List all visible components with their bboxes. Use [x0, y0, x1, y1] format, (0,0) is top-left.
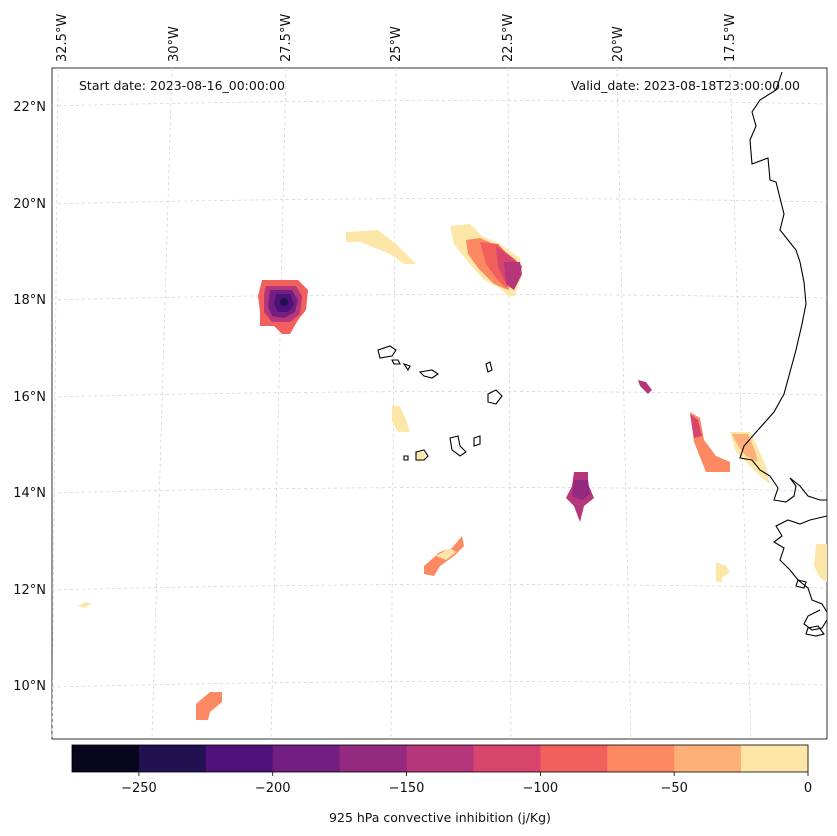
cin-patch: [572, 480, 590, 500]
colorbar: −250 −200 −150 −100 −50 0: [71, 744, 812, 796]
cape-verde-island: [449, 435, 467, 457]
graticule-lon-line: [616, 67, 632, 740]
colorbar-swatch: [406, 745, 474, 772]
lat-label: 12°N: [13, 583, 46, 598]
cape-verde-island: [402, 362, 411, 372]
colorbar-tick-label: −50: [660, 781, 687, 796]
coast-island: [795, 579, 807, 589]
cin-patch: [436, 548, 456, 560]
lat-label: 16°N: [13, 390, 46, 405]
graticule-lat-line: [51, 294, 828, 301]
graticule-lon-line: [729, 67, 752, 740]
cape-verde-island: [415, 449, 429, 461]
cin-patch: [78, 602, 92, 608]
cape-verde-island: [485, 361, 493, 373]
cape-verde-island: [473, 435, 481, 447]
graticule-lon-line: [390, 67, 397, 740]
cin-patch: [690, 412, 730, 472]
graticule-lon-line: [151, 67, 173, 740]
cape-verde-island: [418, 369, 439, 379]
colorbar-swatch: [138, 745, 207, 772]
cin-patch: [504, 262, 522, 290]
cape-verde-island: [403, 455, 409, 461]
colorbar-swatch: [540, 745, 608, 772]
coast-island: [805, 625, 825, 637]
colorbar-swatch: [607, 745, 675, 772]
africa-coastline: [803, 609, 828, 631]
colorbar-tick-label: −150: [389, 781, 425, 796]
colorbar-tick-label: −250: [121, 781, 157, 796]
lon-label: 30°W: [167, 26, 182, 62]
graticule-lat-line: [51, 584, 828, 591]
lat-label: 22°N: [13, 100, 46, 115]
lat-labels: 22°N 20°N 18°N 16°N 14°N 12°N 10°N: [13, 100, 46, 694]
lat-label: 14°N: [13, 486, 46, 501]
africa-coastline: [773, 515, 828, 613]
colorbar-swatch: [674, 745, 742, 772]
lon-label: 32.5°W: [55, 14, 70, 62]
colorbar-tick-label: −200: [255, 781, 291, 796]
colorbar-swatch: [741, 745, 809, 772]
colorbar-swatch: [272, 745, 341, 772]
cin-patch: [196, 692, 222, 720]
colorbar-tick-label: −100: [523, 781, 559, 796]
graticule-lat-line: [51, 681, 828, 688]
coastlines: [377, 71, 828, 637]
lat-label: 20°N: [13, 197, 46, 212]
graticule-lat-line: [51, 487, 828, 494]
cape-verde-island: [377, 345, 397, 359]
lon-label: 22.5°W: [501, 14, 516, 62]
africa-coastline: [739, 71, 827, 503]
lon-label: 25°W: [389, 26, 404, 62]
cin-patch: [346, 230, 416, 264]
colorbar-swatch: [205, 745, 274, 772]
colorbar-tick-label: 0: [804, 781, 812, 796]
cin-patch: [280, 298, 288, 306]
graticule-lat-line: [51, 391, 828, 398]
cin-patch: [732, 434, 758, 462]
colorbar-swatch: [473, 745, 541, 772]
cin-patch: [814, 544, 827, 582]
colorbar-frame: [71, 744, 809, 773]
start-date-label: Start date: 2023-08-16_00:00:00: [79, 78, 285, 93]
colorbar-swatch: [339, 745, 408, 772]
cape-verde-island: [487, 389, 503, 405]
graticule: [51, 67, 828, 740]
cin-patch: [690, 414, 702, 438]
cape-verde-island: [391, 359, 401, 365]
colorbar-label: 925 hPa convective inhibition (j/Kg): [329, 810, 551, 825]
lat-label: 10°N: [13, 679, 46, 694]
lon-labels: 32.5°W 30°W 27.5°W 25°W 22.5°W 20°W 17.5…: [55, 14, 738, 62]
graticule-lat-line: [51, 100, 828, 107]
colorbar-swatch: [72, 745, 140, 772]
map-frame: [51, 67, 828, 740]
cin-patch: [638, 380, 652, 394]
cin-patch: [392, 406, 410, 432]
cin-patch: [716, 562, 730, 582]
lon-label: 20°W: [611, 26, 626, 62]
lat-label: 18°N: [13, 293, 46, 308]
lon-label: 17.5°W: [723, 14, 738, 62]
graticule-lat-line: [51, 198, 828, 205]
lon-label: 27.5°W: [279, 14, 294, 62]
graticule-lon-line: [507, 67, 512, 740]
valid-date-label: Valid_date: 2023-08-18T23:00:00.00: [571, 78, 800, 93]
graticule-lon-line: [51, 67, 59, 740]
graticule-lon-line: [270, 67, 287, 740]
